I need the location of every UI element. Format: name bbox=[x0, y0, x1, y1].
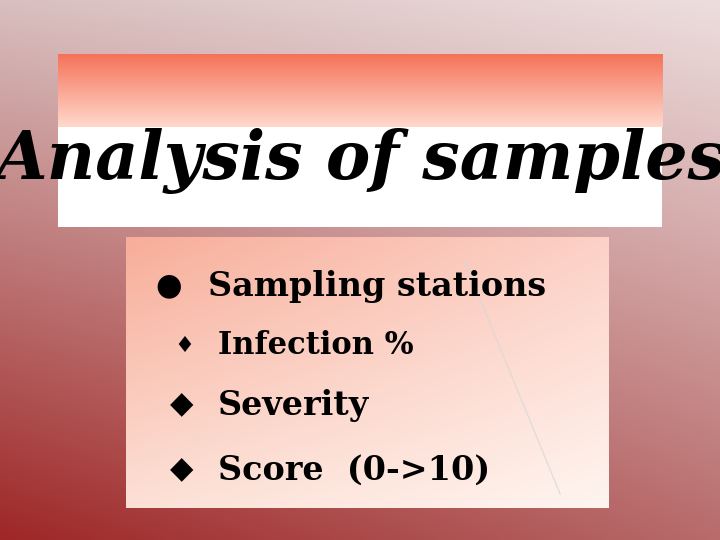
Text: ♦: ♦ bbox=[174, 335, 194, 356]
Text: ●: ● bbox=[155, 271, 181, 302]
Text: Sampling stations: Sampling stations bbox=[208, 269, 546, 303]
FancyBboxPatch shape bbox=[58, 54, 662, 227]
Text: Analysis of samples: Analysis of samples bbox=[0, 128, 720, 194]
Text: ◆: ◆ bbox=[169, 454, 193, 485]
Text: Severity: Severity bbox=[217, 388, 369, 422]
Text: Infection %: Infection % bbox=[217, 330, 413, 361]
Text: Score  (0->10): Score (0->10) bbox=[217, 453, 490, 487]
Text: ◆: ◆ bbox=[169, 389, 193, 421]
